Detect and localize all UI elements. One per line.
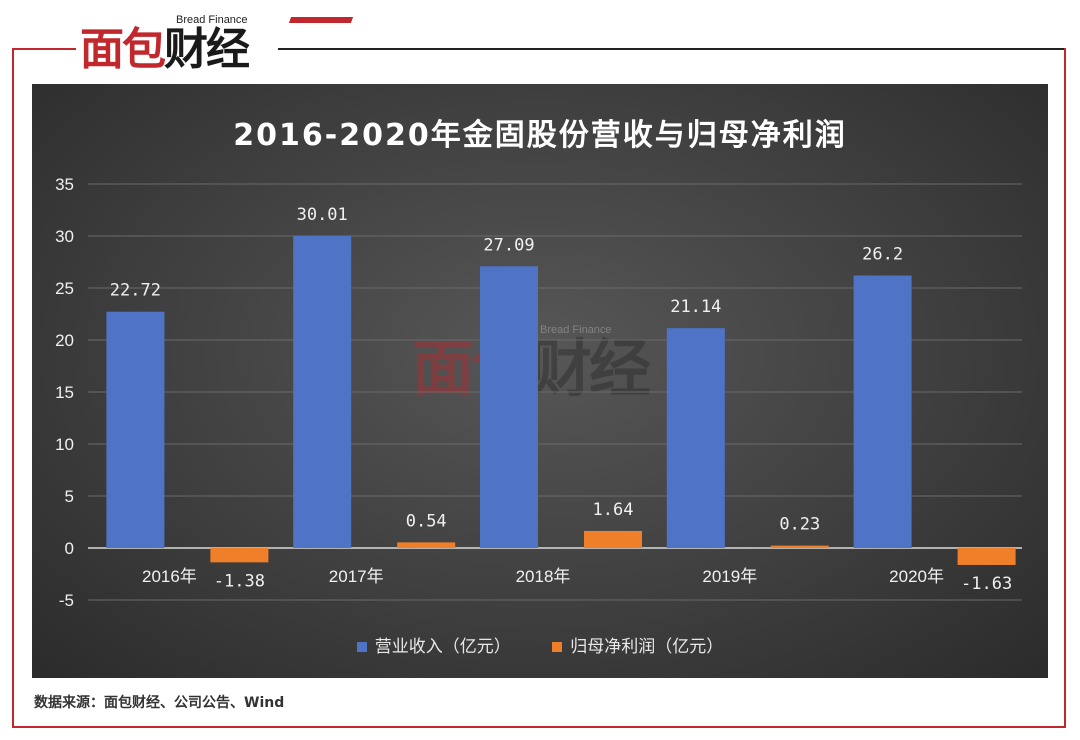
data-label-revenue: 27.09 xyxy=(483,235,534,255)
data-label-profit: -1.38 xyxy=(214,571,265,591)
bar-profit xyxy=(770,545,829,548)
logo-accent-bar xyxy=(288,17,354,23)
frame-left-border xyxy=(12,48,14,728)
logo-char: 经 xyxy=(206,24,250,75)
data-label-profit: 0.54 xyxy=(406,511,447,531)
bar-revenue xyxy=(480,266,538,548)
data-label-profit: 1.64 xyxy=(593,500,634,520)
legend-swatch-revenue xyxy=(356,642,367,652)
data-label-revenue: 22.72 xyxy=(110,281,161,301)
y-tick-label: 25 xyxy=(55,279,74,298)
x-tick-label: 2017年 xyxy=(329,567,384,586)
x-tick-label: 2016年 xyxy=(142,567,197,586)
bar-revenue xyxy=(293,235,352,548)
brand-logo: Bread Finance 面包财经 xyxy=(80,14,354,80)
frame-top-border xyxy=(12,48,76,50)
bar-revenue xyxy=(106,311,165,548)
y-tick-label: 5 xyxy=(65,487,74,506)
bar-revenue xyxy=(853,275,912,548)
y-tick-label: 0 xyxy=(65,539,74,558)
chart-legend: 营业收入（亿元） 归母净利润（亿元） xyxy=(32,632,1048,657)
data-label-profit: 0.23 xyxy=(779,515,820,535)
bar-profit xyxy=(210,548,269,563)
legend-swatch-profit xyxy=(552,642,563,652)
bar-profit xyxy=(957,548,1016,565)
y-tick-label: 15 xyxy=(55,383,74,402)
x-tick-label: 2018年 xyxy=(516,567,571,586)
frame-top-rule xyxy=(278,48,1066,50)
y-tick-label: -5 xyxy=(59,591,74,610)
data-label-revenue: 26.2 xyxy=(862,245,903,265)
chart-panel: 2016-2020年金固股份营收与归母净利润 Bread Finance 面包财… xyxy=(32,84,1048,678)
y-tick-label: 10 xyxy=(55,435,74,454)
y-tick-label: 30 xyxy=(55,227,74,246)
legend-label-profit: 归母净利润（亿元） xyxy=(570,637,724,657)
frame-right-border xyxy=(1064,48,1066,728)
data-label-revenue: 30.01 xyxy=(297,205,348,225)
logo-char: 面 xyxy=(80,24,124,75)
bar-profit xyxy=(584,530,642,548)
data-label-profit: -1.63 xyxy=(961,574,1012,594)
x-tick-label: 2020年 xyxy=(889,567,944,586)
x-tick-label: 2019年 xyxy=(702,567,757,586)
logo-char: 财 xyxy=(164,24,208,75)
y-tick-label: 20 xyxy=(55,331,74,350)
legend-item-profit: 归母净利润（亿元） xyxy=(552,632,723,657)
logo-subtitle: Bread Finance xyxy=(176,14,248,26)
bar-revenue xyxy=(666,328,725,548)
data-label-revenue: 21.14 xyxy=(670,297,721,317)
logo-wordmark: 面包财经 xyxy=(80,28,250,72)
chart-title: 2016-2020年金固股份营收与归母净利润 xyxy=(233,118,847,153)
legend-label-revenue: 营业收入（亿元） xyxy=(374,637,511,657)
logo-char: 包 xyxy=(122,24,166,75)
data-source-note: 数据来源：面包财经、公司公告、Wind xyxy=(34,695,285,711)
bar-profit xyxy=(397,542,456,548)
bar-chart-plot: 35 30 25 20 15 10 5 0 -5 22.72 -1.38 2016年 30.01 0.54… xyxy=(55,175,1022,610)
y-tick-label: 35 xyxy=(55,175,74,194)
frame-bottom-border xyxy=(12,726,1066,728)
legend-item-revenue: 营业收入（亿元） xyxy=(356,632,511,657)
